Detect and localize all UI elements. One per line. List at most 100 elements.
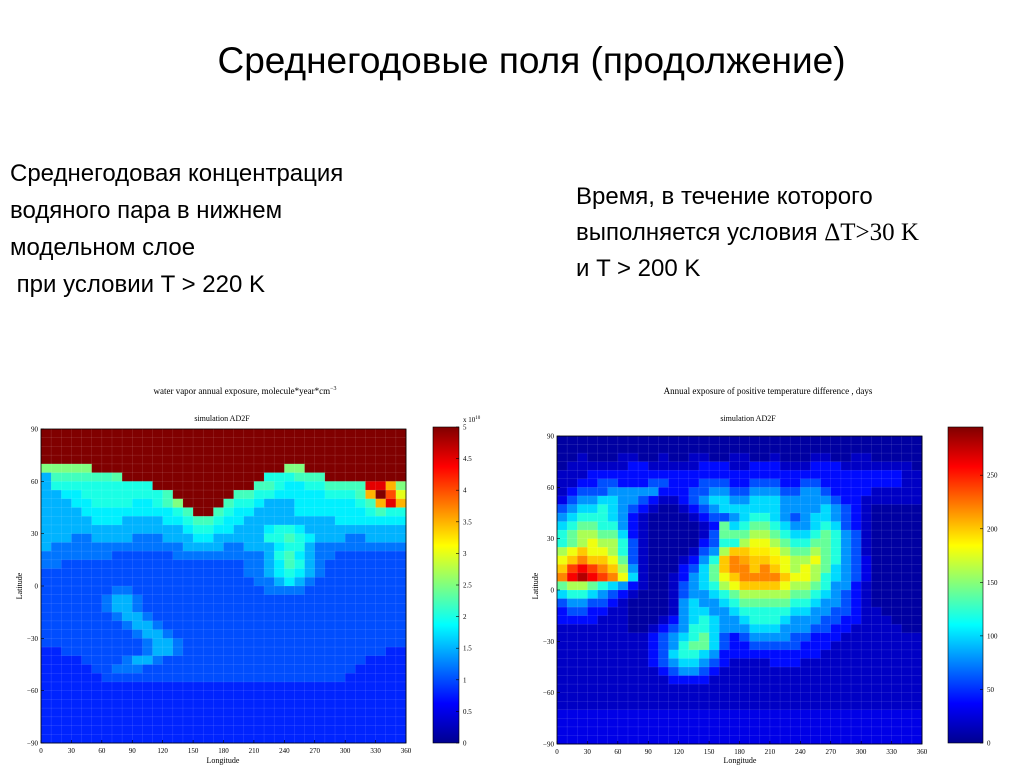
heatmap-cell [51, 664, 62, 674]
heatmap-cell [759, 684, 771, 694]
heatmap-cell [182, 612, 194, 622]
heatmap-cell [233, 603, 245, 613]
heatmap-cell [142, 681, 153, 692]
heatmap-cell [820, 641, 832, 651]
heatmap-cell [567, 658, 578, 668]
heatmap-cell [71, 524, 82, 535]
heatmap-cell [314, 542, 326, 552]
heatmap-cell [243, 481, 255, 491]
heatmap-cell [830, 709, 842, 719]
heatmap-cell [709, 641, 720, 651]
heatmap-cell [881, 581, 892, 591]
heatmap-cell [314, 498, 326, 508]
heatmap-cell [790, 632, 801, 642]
heatmap-cell [658, 709, 669, 719]
heatmap-cell [375, 690, 387, 700]
y-tick-label: 30 [547, 535, 555, 543]
heatmap-cell [172, 734, 184, 744]
heatmap-cell [294, 603, 306, 613]
heatmap-cell [335, 664, 346, 674]
heatmap-cell [355, 524, 366, 535]
heatmap-cell [617, 649, 629, 659]
heatmap-cell [41, 673, 52, 683]
heatmap-cell [355, 507, 366, 517]
heatmap-cell [678, 547, 690, 557]
heatmap-cell [111, 586, 123, 596]
heatmap-cell [678, 453, 690, 463]
heatmap-cell [294, 507, 306, 517]
heatmap-cell [193, 455, 204, 465]
heatmap-cell [790, 444, 801, 454]
heatmap-cell [101, 437, 113, 447]
heatmap-cell [243, 612, 255, 622]
heatmap-cell [759, 478, 771, 488]
heatmap-cell [567, 598, 578, 608]
heatmap-cell [172, 463, 184, 474]
heatmap-cell [719, 504, 730, 514]
heatmap-cell [557, 487, 568, 497]
heatmap-cell [111, 725, 123, 735]
heatmap-cell [668, 607, 680, 617]
heatmap-cell [577, 513, 588, 522]
heatmap-cell [840, 684, 852, 694]
heatmap-cell [51, 490, 62, 500]
heatmap-cell [385, 629, 397, 639]
heatmap-cell [61, 437, 72, 447]
heatmap-cell [274, 603, 285, 613]
left-caption-line-3: модельном слое [10, 234, 196, 261]
heatmap-cell [698, 735, 710, 745]
heatmap-cell [759, 615, 771, 625]
y-tick-label: −60 [543, 689, 554, 697]
heatmap-cell [345, 664, 356, 674]
heatmap-cell [132, 620, 143, 631]
heatmap-cell [698, 495, 710, 505]
heatmap-cell [324, 429, 336, 439]
heatmap-cell [881, 513, 892, 522]
heatmap-cell [861, 624, 872, 634]
heatmap-cell [264, 603, 275, 613]
heatmap-cell [61, 664, 72, 674]
heatmap-cell [253, 690, 265, 700]
heatmap-cell [304, 638, 316, 648]
heatmap-cell [71, 472, 82, 482]
heatmap-cell [233, 542, 245, 552]
heatmap-cell [335, 455, 346, 465]
heatmap-cell [335, 716, 346, 726]
heatmap-cell [911, 470, 923, 480]
heatmap-cell [861, 726, 872, 736]
heatmap-cell [719, 470, 730, 480]
heatmap-cell [304, 716, 316, 726]
heatmap-cell [395, 594, 407, 604]
heatmap-cell [355, 699, 366, 709]
heatmap-cell [264, 664, 275, 674]
heatmap-cell [385, 690, 397, 700]
heatmap-cell [759, 675, 771, 685]
heatmap-cell [678, 709, 690, 719]
heatmap-cell [881, 487, 892, 497]
heatmap-cell [911, 684, 923, 694]
heatmap-cell [800, 453, 811, 463]
heatmap-cell [820, 598, 832, 608]
heatmap-cell [203, 690, 214, 700]
heatmap-cell [567, 453, 578, 463]
heatmap-cell [111, 620, 123, 631]
heatmap-cell [790, 564, 801, 574]
heatmap-cell [577, 572, 588, 582]
heatmap-cell [749, 692, 761, 702]
heatmap-cell [243, 577, 255, 587]
heatmap-cell [810, 470, 822, 480]
heatmap-cell [142, 490, 153, 500]
heatmap-cell [688, 701, 700, 711]
heatmap-cell [375, 620, 387, 631]
heatmap-cell [162, 699, 174, 709]
heatmap-cell [567, 632, 578, 642]
heatmap-cell [587, 547, 598, 557]
heatmap-cell [51, 542, 62, 552]
heatmap-cell [51, 603, 62, 613]
heatmap-cell [749, 632, 761, 642]
heatmap-cell [233, 507, 245, 517]
heatmap-cell [861, 436, 872, 445]
heatmap-cell [375, 638, 387, 648]
heatmap-cell [861, 444, 872, 454]
heatmap-cell [324, 673, 336, 683]
